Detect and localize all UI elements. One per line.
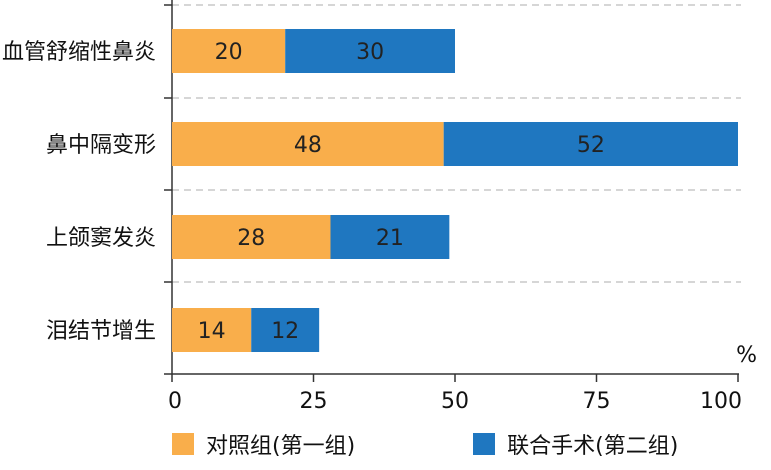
category-label-2: 上颌窦发炎 xyxy=(46,226,156,251)
bar-segment-1-1 xyxy=(443,122,738,166)
x-tick-label-25: 25 xyxy=(300,389,328,414)
bar-value-label-0-0: 20 xyxy=(215,40,243,65)
bar-value-label-1-1: 52 xyxy=(577,133,605,158)
x-axis-unit: % xyxy=(736,343,757,368)
legend-swatch-series-1 xyxy=(172,433,194,455)
category-label-3: 泪结节增生 xyxy=(46,319,156,344)
bar-segment-3-0 xyxy=(172,308,252,352)
x-tick-label-75: 75 xyxy=(583,389,611,414)
bar-value-label-3-0: 14 xyxy=(198,319,226,344)
legend-item-series-1: 对照组(第一组) xyxy=(172,428,355,460)
x-tick-label-0: 0 xyxy=(168,389,182,414)
legend: 对照组(第一组) 联合手术(第二组) xyxy=(172,428,771,460)
bar-value-label-1-0: 48 xyxy=(294,133,322,158)
x-tick-label-100: 100 xyxy=(700,389,742,414)
bar-value-label-0-1: 30 xyxy=(356,40,384,65)
bar-segment-3-1 xyxy=(251,308,320,352)
bar-segment-0-1 xyxy=(285,29,455,73)
bar-value-label-3-1: 12 xyxy=(271,319,299,344)
bar-segment-1-0 xyxy=(172,122,444,166)
category-label-0: 血管舒缩性鼻炎 xyxy=(2,40,156,65)
category-label-1: 鼻中隔变形 xyxy=(46,133,156,158)
legend-item-series-2: 联合手术(第二组) xyxy=(473,428,678,460)
legend-swatch-series-2 xyxy=(473,433,496,455)
x-tick-label-50: 50 xyxy=(441,389,469,414)
bar-value-label-2-1: 21 xyxy=(376,226,404,251)
bar-segment-0-0 xyxy=(172,29,286,73)
bar-value-label-2-0: 28 xyxy=(237,226,265,251)
legend-label-series-2: 联合手术(第二组) xyxy=(507,434,679,459)
bar-segment-2-0 xyxy=(172,215,331,259)
bar-segment-2-1 xyxy=(330,215,450,259)
legend-label-series-1: 对照组(第一组) xyxy=(206,434,356,459)
